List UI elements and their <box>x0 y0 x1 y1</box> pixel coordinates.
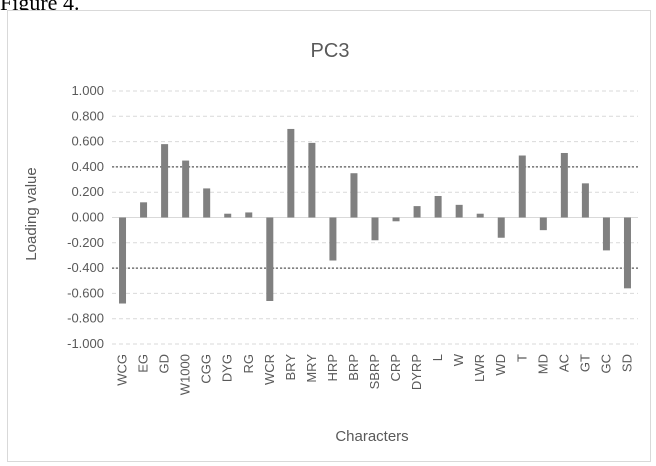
y-tick-label: 0.600 <box>71 134 104 149</box>
bar-wd <box>497 217 505 238</box>
y-tick-label: 0.400 <box>71 159 104 174</box>
y-tick-label: 0.200 <box>71 184 104 199</box>
x-tick-label: MRY <box>304 354 319 383</box>
x-tick-label: HRP <box>325 354 340 381</box>
y-tick-label: -0.800 <box>67 311 104 326</box>
bar-mry <box>308 142 316 218</box>
y-axis-ticks: 1.000 0.800 0.600 0.400 0.200 0.000 -0.200 -0.4… <box>67 83 104 351</box>
bar-t <box>518 155 526 218</box>
x-tick-label: CGG <box>199 354 214 384</box>
bar-l <box>434 195 442 218</box>
chart-area: PC3 Loading value Characters 1.000 0.800 0… <box>7 10 651 462</box>
gridlines <box>112 90 638 345</box>
bar-gc <box>602 217 610 251</box>
x-tick-label: WCR <box>262 354 277 385</box>
bar-bry <box>287 128 295 218</box>
chart-title: PC3 <box>311 40 350 62</box>
x-axis-ticks: WCG EG GD W1000 CGG DYG RG WCR BRY MRY HRP BRP SBRP C… <box>115 353 635 395</box>
x-tick-label: L <box>430 354 445 361</box>
x-tick-label: GD <box>157 354 172 374</box>
bar-dyg <box>224 213 232 218</box>
x-tick-label: WCG <box>115 354 130 386</box>
x-tick-label: BRP <box>346 354 361 381</box>
y-tick-label: -1.000 <box>67 336 104 351</box>
x-tick-label: T <box>514 354 529 362</box>
y-axis-title: Loading value <box>23 167 40 260</box>
bar-lwr <box>476 213 484 218</box>
x-tick-label: CRP <box>388 354 403 381</box>
x-tick-label: MD <box>535 354 550 374</box>
x-tick-label: W <box>451 353 466 366</box>
x-axis-title: Characters <box>335 428 408 445</box>
y-tick-label: 1.000 <box>71 83 104 98</box>
bar-wcg <box>119 217 127 304</box>
bar-w1000 <box>182 160 190 218</box>
x-tick-label: GT <box>577 354 592 372</box>
y-tick-label: 0.000 <box>71 210 104 225</box>
x-tick-label: LWR <box>472 354 487 382</box>
y-tick-label: -0.600 <box>67 285 104 300</box>
x-tick-label: RG <box>241 354 256 374</box>
bar-cgg <box>203 188 211 218</box>
bar-dyrp <box>413 206 421 218</box>
bar-sbrp <box>371 217 379 241</box>
x-tick-label: BRY <box>283 354 298 381</box>
bar-md <box>539 217 547 231</box>
x-tick-label: AC <box>556 354 571 372</box>
y-tick-label: 0.800 <box>71 108 104 123</box>
bars <box>119 128 631 304</box>
bar-sd <box>623 217 631 289</box>
x-tick-label: SBRP <box>367 354 382 389</box>
bar-brp <box>350 173 358 218</box>
bar-rg <box>245 212 253 218</box>
x-tick-label: SD <box>619 354 634 372</box>
y-tick-label: -0.400 <box>67 260 104 275</box>
bar-chart: PC3 Loading value Characters 1.000 0.800 0… <box>23 40 638 445</box>
bar-ac <box>560 152 568 218</box>
bar-crp <box>392 217 400 222</box>
bar-eg <box>140 202 148 218</box>
x-tick-label: W1000 <box>178 354 193 395</box>
y-tick-label: -0.200 <box>67 235 104 250</box>
x-tick-label: WD <box>493 354 508 376</box>
bar-gd <box>161 144 169 218</box>
x-tick-label: DYG <box>220 354 235 382</box>
bar-wcr <box>266 217 274 301</box>
x-tick-label: EG <box>136 354 151 373</box>
bar-w <box>455 204 463 218</box>
bar-hrp <box>329 217 337 261</box>
bar-gt <box>581 183 589 218</box>
x-tick-label: GC <box>598 354 613 374</box>
x-tick-label: DYRP <box>409 354 424 390</box>
